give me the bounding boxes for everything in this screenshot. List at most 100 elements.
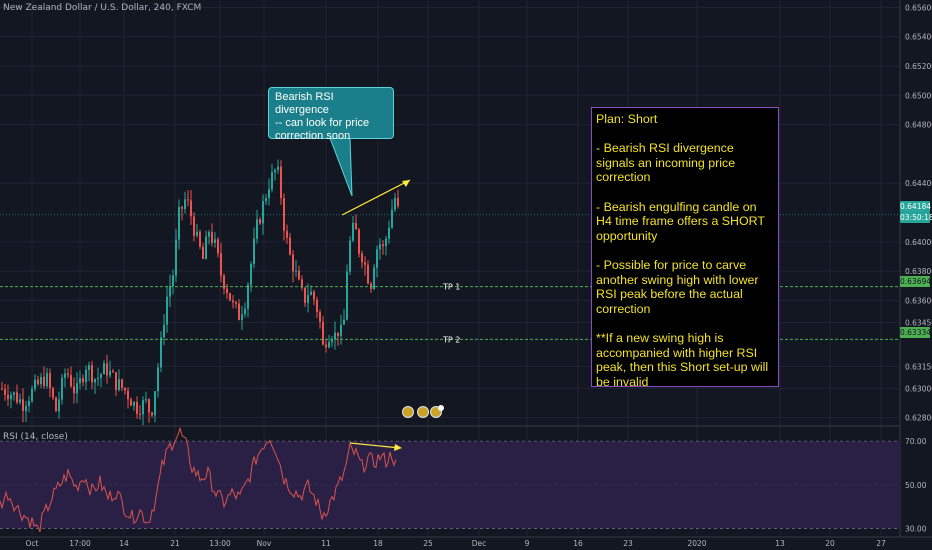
candle-up: [310, 291, 312, 295]
candle-up: [145, 399, 147, 401]
candle-up: [118, 379, 120, 390]
candle-down: [313, 291, 315, 300]
callout-line: Bearish RSI divergence: [275, 91, 334, 116]
candle-down: [202, 246, 204, 259]
candle-up: [241, 314, 243, 320]
candle-up: [163, 324, 165, 338]
callout-line: -- can look for price: [275, 117, 370, 129]
candle-up: [184, 199, 186, 209]
trade-plan-note: Plan: Short - Bearish RSI divergence sign…: [591, 107, 779, 389]
candle-up: [61, 377, 63, 400]
candle-up: [244, 308, 246, 315]
candle-down: [7, 394, 9, 400]
candle-down: [220, 253, 222, 276]
candle-up: [25, 405, 27, 411]
candle-up: [196, 231, 198, 236]
candle-down: [55, 397, 57, 412]
candle-down: [358, 229, 360, 254]
rsi-tick-label: 30.00: [905, 524, 927, 533]
rsi-indicator-title: RSI (14, close): [3, 432, 68, 442]
tp-level-label: TP 1: [442, 283, 460, 292]
tp-level-label: TP 2: [442, 335, 460, 344]
event-count-icon: [438, 405, 444, 411]
candle-down: [151, 412, 153, 416]
candle-down: [292, 254, 294, 272]
candle-down: [322, 321, 324, 345]
candle-down: [181, 206, 183, 209]
rsi-tick-label: 70.00: [905, 437, 927, 446]
economic-event-icon: [417, 406, 429, 418]
candle-down: [37, 379, 39, 385]
candle-up: [88, 365, 90, 370]
candle-down: [121, 379, 123, 388]
candle-down: [136, 402, 138, 414]
rsi-line: [0, 426, 397, 533]
candle-up: [34, 379, 36, 389]
candle-up: [133, 402, 135, 406]
candle-down: [148, 399, 150, 413]
candle-up: [94, 379, 96, 383]
candle-up: [64, 373, 66, 378]
time-tick-label: 21: [170, 539, 180, 548]
time-tick-label: 25: [423, 539, 433, 548]
candle-up: [214, 239, 216, 243]
candle-down: [22, 399, 24, 411]
time-tick-label: Oct: [26, 539, 39, 548]
time-tick-label: 23: [623, 539, 633, 548]
candle-down: [283, 198, 285, 231]
candle-up: [109, 370, 111, 376]
economic-event-icon: [402, 406, 414, 418]
candle-up: [19, 399, 21, 403]
candle-down: [193, 216, 195, 236]
rsi-divergence-arrowhead: [394, 444, 402, 451]
plan-spacer: [596, 185, 774, 200]
candle-down: [4, 389, 6, 395]
candle-up: [343, 319, 345, 325]
candle-up: [13, 392, 15, 395]
candle-up: [10, 394, 12, 400]
time-tick-label: 16: [573, 539, 583, 548]
callout-line: correction soon: [275, 130, 351, 142]
candles-group: [1, 159, 399, 426]
candle-up: [157, 367, 159, 392]
candle-down: [382, 244, 384, 247]
plan-line: - Possible for price to carve another sw…: [596, 257, 759, 316]
candle-up: [160, 337, 162, 368]
candle-up: [271, 172, 273, 190]
candle-down: [127, 390, 129, 400]
candle-down: [361, 253, 363, 263]
candle-up: [268, 189, 270, 199]
candle-up: [76, 383, 78, 394]
candle-up: [172, 275, 174, 287]
candle-up: [391, 209, 393, 228]
time-tick-label: 2020: [687, 539, 706, 548]
candle-down: [301, 279, 303, 288]
candle-up: [379, 244, 381, 250]
chart-title: New Zealand Dollar / U.S. Dollar, 240, F…: [3, 3, 202, 13]
tp1-price-label: 0.63694: [900, 276, 932, 287]
candle-down: [319, 311, 321, 322]
candle-up: [340, 324, 342, 336]
candle-down: [187, 199, 189, 201]
candle-up: [58, 399, 60, 412]
time-tick-label: 27: [876, 539, 886, 548]
candle-down: [73, 386, 75, 394]
candle-down: [316, 299, 318, 312]
candle-up: [346, 271, 348, 320]
time-tick-label: 18: [373, 539, 383, 548]
candle-down: [280, 166, 282, 199]
candle-up: [331, 339, 333, 343]
candle-countdown-label: 03:50:18: [900, 212, 932, 223]
candle-up: [103, 363, 105, 375]
current-price-label: 0.64184: [900, 201, 932, 212]
time-tick-label: 20: [825, 539, 835, 548]
